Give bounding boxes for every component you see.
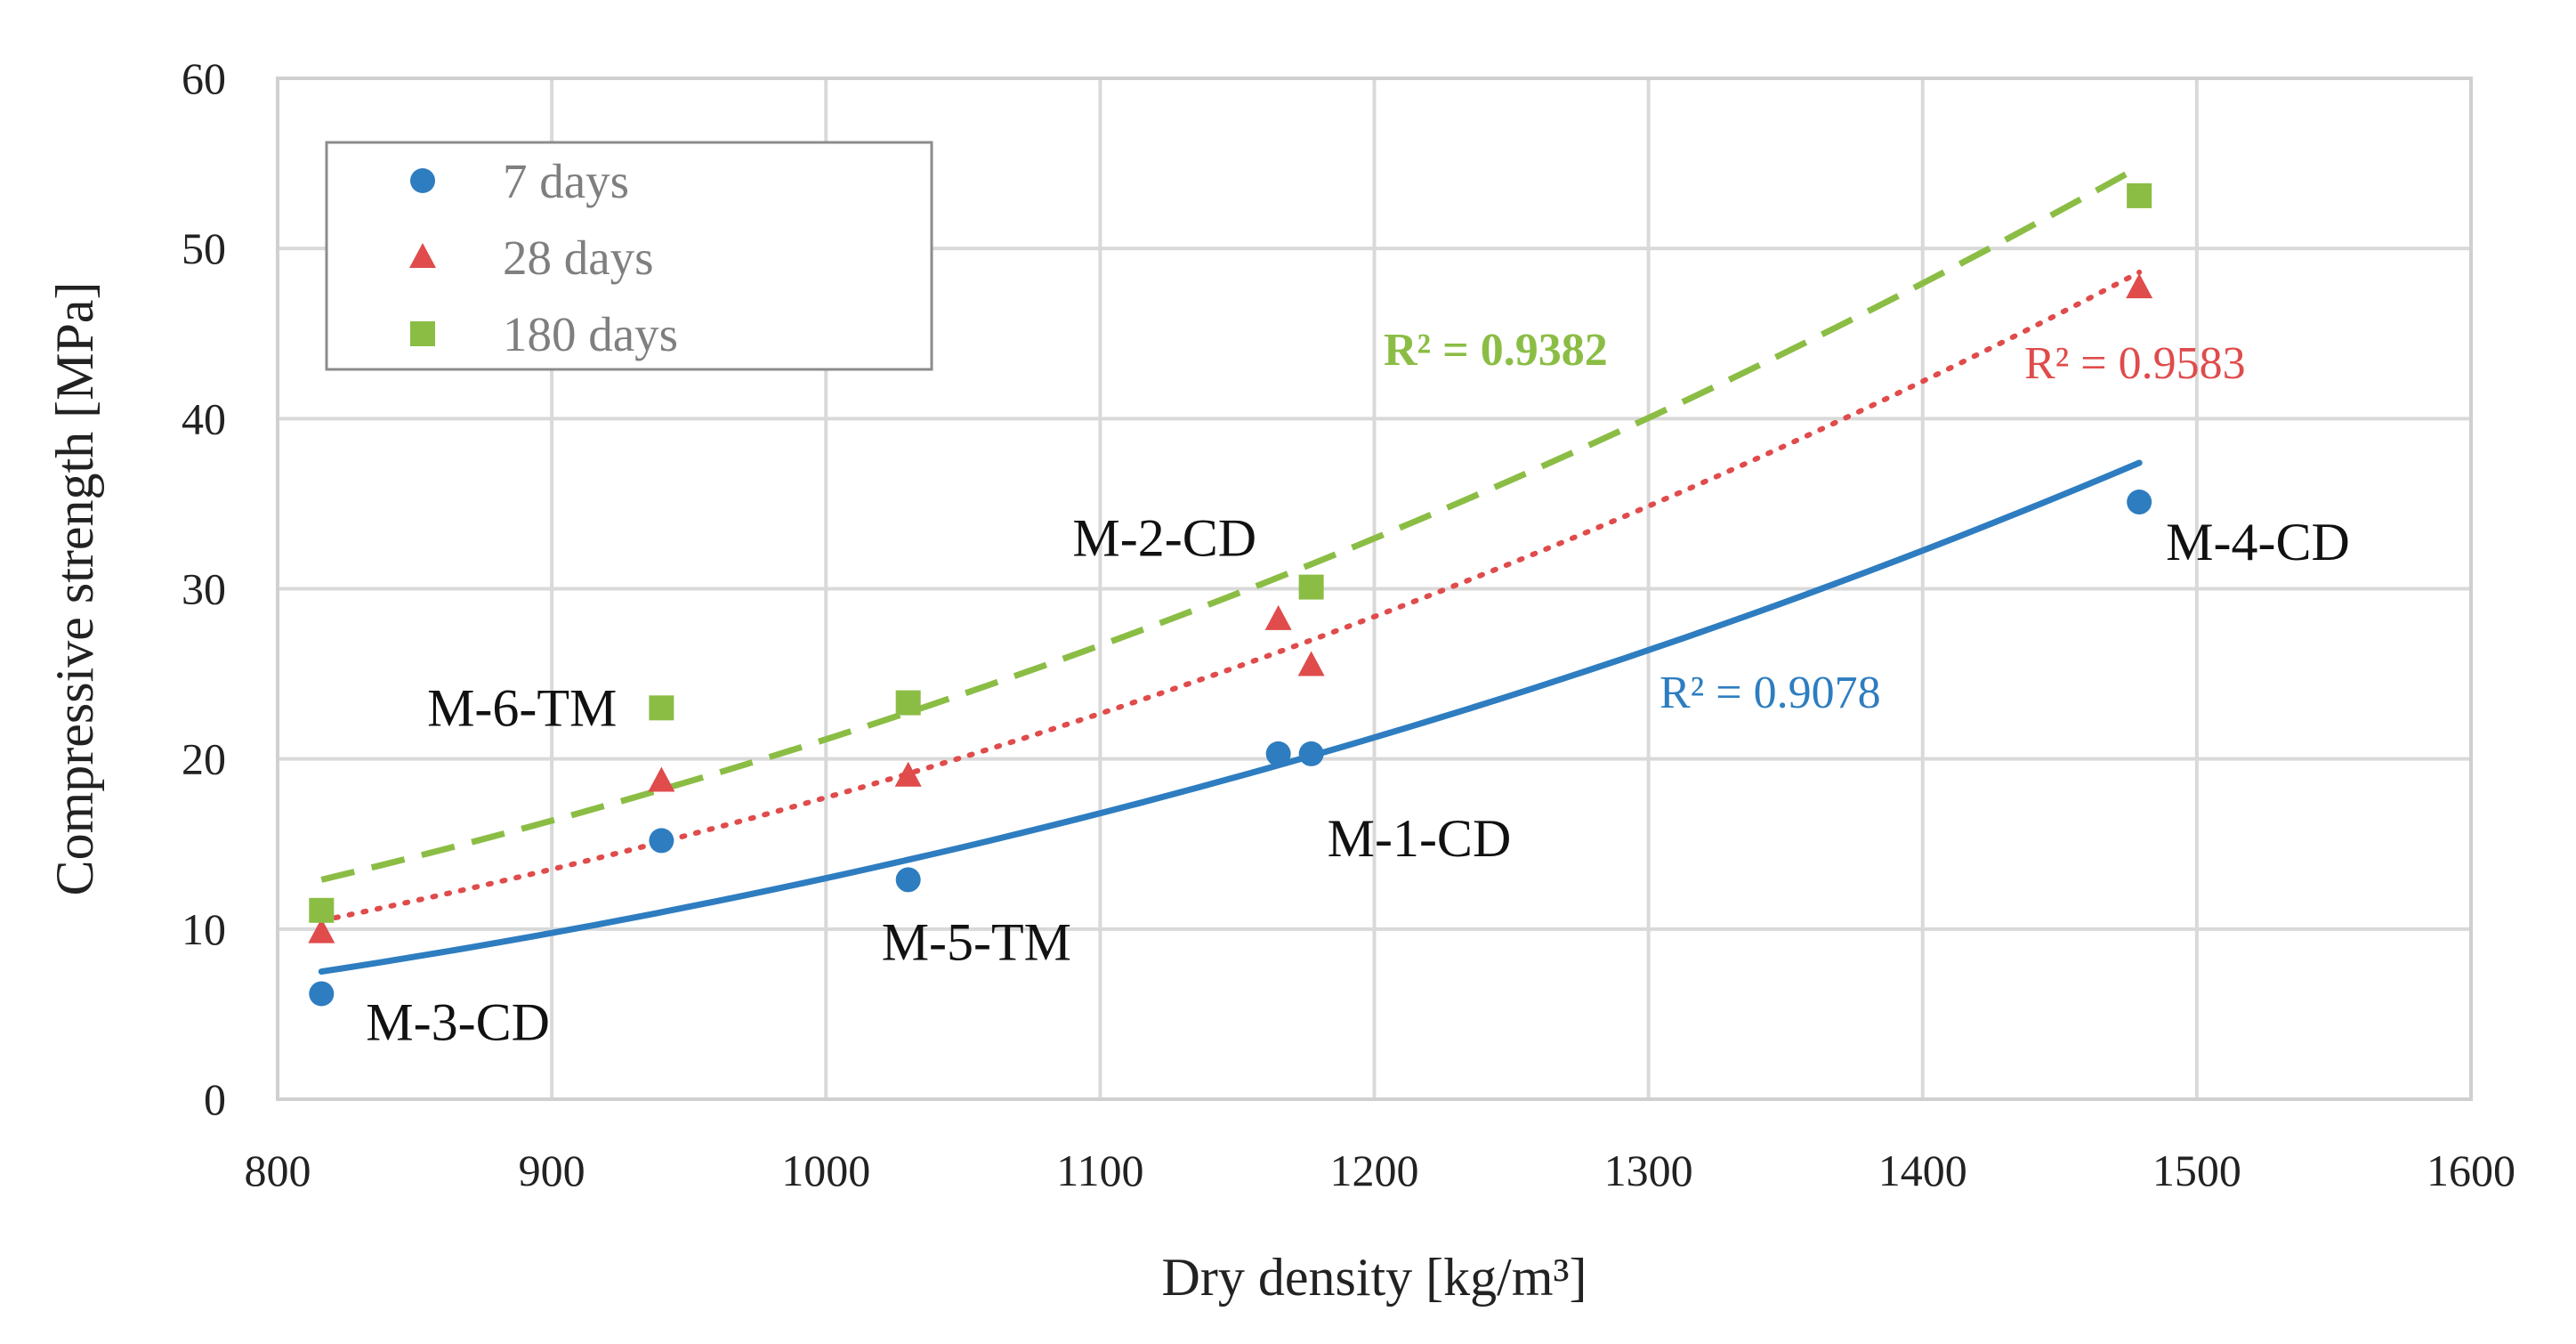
r-squared-7-days: R² = 0.9078 [1659,668,1881,718]
r-squared-180-days: R² = 0.9382 [1384,325,1608,376]
x-axis-title: Dry density [kg/m³] [1162,1248,1587,1307]
y-tick-label: 20 [182,734,226,784]
y-tick-label: 10 [182,904,226,954]
x-tick-label: 1200 [1330,1146,1419,1195]
data-point-28-days [894,761,922,787]
y-tick-label: 50 [182,223,226,273]
annotation-M-2-CD: M-2-CD [1072,509,1256,568]
point-annotations: M-3-CD M-6-TM M-5-TM M-2-CD M-1-CD M-4-CD [366,509,2350,1052]
data-point-28-days [648,766,675,792]
y-tick-label: 0 [204,1074,226,1124]
legend: 7 days 28 days 180 days [325,141,933,371]
x-tick-label: 1300 [1604,1146,1693,1195]
legend-label-180-days: 180 days [503,307,678,361]
y-axis-title: Compressive strength [MPa] [45,282,104,896]
legend-marker-180-days [410,321,435,346]
data-point-7-days [895,867,921,893]
annotation-M-3-CD: M-3-CD [366,992,550,1051]
data-point-7-days [649,828,674,854]
data-point-7-days [1298,741,1324,766]
x-tick-label: 800 [245,1146,311,1195]
data-point-7-days [1265,741,1291,766]
data-point-180-days [309,897,335,923]
legend-label-7-days: 7 days [503,154,629,208]
data-point-180-days [2127,182,2152,208]
data-point-7-days [309,981,335,1007]
data-points [308,182,2153,1007]
data-point-180-days [649,695,674,721]
legend-marker-28-days [409,243,436,268]
data-point-180-days [1298,574,1324,600]
y-tick-label: 30 [182,564,226,614]
data-point-180-days [895,690,921,716]
legend-label-28-days: 28 days [503,231,654,285]
data-point-28-days [308,918,335,943]
y-tick-label: 40 [182,393,226,443]
annotation-M-6-TM: M-6-TM [427,678,617,737]
x-tick-label: 1000 [781,1146,870,1195]
annotation-M-5-TM: M-5-TM [882,912,1071,971]
trendlines [318,164,2143,976]
x-tick-label: 1600 [2427,1146,2515,1195]
data-point-28-days [1264,604,1292,630]
annotation-M-1-CD: M-1-CD [1328,809,1512,868]
axis-ticks: 800 900 1000 1100 1200 1300 1400 1500 1600 0 10 20 3… [182,53,2515,1195]
annotation-M-4-CD: M-4-CD [2166,513,2350,571]
data-point-28-days [1297,651,1325,676]
y-tick-label: 60 [182,53,226,103]
trendline-7-days [318,459,2143,976]
x-tick-label: 1500 [2152,1146,2241,1195]
trendline-180-days [320,164,2141,883]
x-tick-label: 900 [519,1146,585,1195]
x-tick-label: 1400 [1878,1146,1967,1195]
r-squared-28-days: R² = 0.9583 [2024,338,2246,389]
data-point-28-days [2126,273,2153,299]
legend-marker-7-days [410,168,435,193]
trendline-28-days [319,269,2143,924]
r-squared-labels: R² = 0.9078 R² = 0.9583 R² = 0.9382 [1384,325,2246,718]
x-tick-label: 1100 [1056,1146,1143,1195]
plot-area-border [276,77,2473,1101]
data-point-7-days [2127,490,2152,515]
